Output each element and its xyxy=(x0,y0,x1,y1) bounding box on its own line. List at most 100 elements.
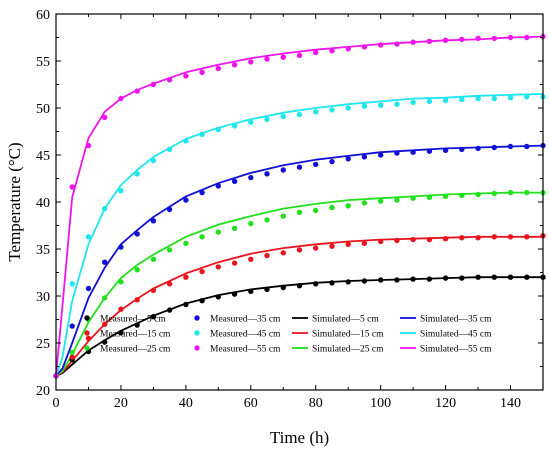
data-point-measured-15-cm xyxy=(248,256,254,262)
y-tick-label: 55 xyxy=(36,55,50,70)
data-point-measured-5-cm xyxy=(491,274,497,280)
data-point-measured-45-cm xyxy=(442,97,449,104)
x-tick-label: 20 xyxy=(114,396,128,411)
data-point-measured-25-cm xyxy=(166,247,173,253)
data-point-measured-35-cm xyxy=(329,158,335,165)
data-point-measured-25-cm xyxy=(442,193,449,200)
data-point-measured-45-cm xyxy=(231,123,238,129)
data-point-measured-25-cm xyxy=(69,349,75,356)
data-point-measured-25-cm xyxy=(264,217,270,223)
data-point-measured-55-cm xyxy=(296,52,303,59)
data-point-measured-55-cm xyxy=(280,54,286,60)
data-point-measured-35-cm xyxy=(102,259,108,265)
data-point-measured-55-cm xyxy=(199,69,205,76)
data-point-measured-15-cm xyxy=(345,241,351,247)
data-point-measured-45-cm xyxy=(378,102,384,108)
data-point-measured-45-cm xyxy=(166,146,173,153)
data-point-measured-35-cm xyxy=(378,152,384,158)
data-point-measured-15-cm xyxy=(118,306,124,312)
data-point-measured-5-cm xyxy=(475,274,481,280)
data-point-measured-5-cm xyxy=(361,278,368,284)
data-point-measured-35-cm xyxy=(166,206,173,213)
data-point-measured-15-cm xyxy=(69,354,75,360)
series-layer xyxy=(55,35,544,377)
data-point-measured-35-cm xyxy=(361,154,368,160)
data-point-measured-25-cm xyxy=(410,195,416,201)
data-point-measured-15-cm xyxy=(491,234,497,240)
data-point-measured-5-cm xyxy=(378,277,384,283)
data-point-measured-25-cm xyxy=(491,190,497,197)
data-point-measured-25-cm xyxy=(459,192,465,199)
x-tick-label: 140 xyxy=(500,396,521,411)
data-point-measured-45-cm xyxy=(426,98,433,105)
data-point-measured-55-cm xyxy=(166,77,173,83)
data-point-measured-25-cm xyxy=(426,194,433,200)
legend-label: Simulated—5 cm xyxy=(312,315,379,325)
data-point-measured-25-cm xyxy=(134,267,140,273)
data-point-measured-35-cm xyxy=(313,161,319,168)
legend-marker xyxy=(194,345,200,351)
data-point-measured-15-cm xyxy=(378,238,384,245)
x-tick-label: 40 xyxy=(179,396,193,411)
data-point-measured-15-cm xyxy=(280,250,286,256)
data-point-measured-55-cm xyxy=(248,59,254,65)
data-point-measured-45-cm xyxy=(394,101,400,107)
data-point-measured-35-cm xyxy=(426,148,433,154)
data-point-measured-25-cm xyxy=(296,209,303,215)
data-point-measured-55-cm xyxy=(150,81,157,88)
data-point-measured-5-cm xyxy=(442,275,449,281)
data-point-measured-45-cm xyxy=(69,281,75,287)
legend-marker xyxy=(84,345,90,351)
data-point-measured-15-cm xyxy=(199,268,205,275)
data-point-measured-5-cm xyxy=(329,280,335,286)
data-point-measured-55-cm xyxy=(313,49,319,56)
data-point-measured-15-cm xyxy=(394,237,400,244)
data-point-measured-45-cm xyxy=(491,95,497,102)
data-point-measured-45-cm xyxy=(85,234,92,240)
legend-marker xyxy=(84,330,90,336)
series-line-simulated-35-cm xyxy=(55,144,544,377)
data-point-measured-25-cm xyxy=(475,191,481,198)
data-point-measured-55-cm xyxy=(524,34,530,41)
legend-label: Simulated—55 cm xyxy=(420,345,492,355)
data-point-measured-55-cm xyxy=(102,114,108,121)
data-point-measured-25-cm xyxy=(280,213,286,219)
data-point-measured-35-cm xyxy=(459,146,465,153)
y-tick-label: 50 xyxy=(36,102,50,117)
y-tick-label: 60 xyxy=(36,8,50,23)
data-point-measured-5-cm xyxy=(199,298,205,304)
data-point-measured-5-cm xyxy=(426,276,433,282)
data-point-measured-35-cm xyxy=(296,164,303,170)
data-point-measured-55-cm xyxy=(231,62,238,68)
data-point-measured-15-cm xyxy=(150,287,157,294)
data-point-measured-5-cm xyxy=(166,307,173,313)
data-point-measured-5-cm xyxy=(280,284,286,291)
data-point-measured-45-cm xyxy=(361,103,368,109)
data-point-measured-45-cm xyxy=(248,119,254,125)
legend-marker xyxy=(194,330,200,336)
data-point-measured-25-cm xyxy=(345,203,351,209)
x-tick-label: 80 xyxy=(309,396,323,411)
legend-label: Measured—55 cm xyxy=(210,345,281,355)
data-point-measured-35-cm xyxy=(199,189,205,196)
data-point-measured-45-cm xyxy=(345,105,351,111)
data-point-measured-15-cm xyxy=(134,297,140,303)
y-tick-label: 40 xyxy=(36,196,50,211)
data-point-measured-55-cm xyxy=(394,41,400,47)
data-point-measured-5-cm xyxy=(150,314,157,320)
data-point-measured-25-cm xyxy=(361,200,368,206)
legend-label: Measured—5 cm xyxy=(100,315,166,325)
data-point-measured-25-cm xyxy=(118,279,124,285)
data-point-measured-15-cm xyxy=(329,243,335,249)
data-point-measured-35-cm xyxy=(231,178,238,184)
data-point-measured-25-cm xyxy=(524,189,530,196)
data-point-measured-35-cm xyxy=(394,150,400,156)
data-point-measured-5-cm xyxy=(231,291,238,297)
data-point-measured-25-cm xyxy=(248,220,254,227)
x-tick-label: 0 xyxy=(53,396,60,411)
data-point-measured-15-cm xyxy=(361,240,368,247)
legend-marker xyxy=(194,315,200,321)
data-point-measured-5-cm xyxy=(394,277,400,283)
data-point-measured-45-cm xyxy=(102,205,108,212)
